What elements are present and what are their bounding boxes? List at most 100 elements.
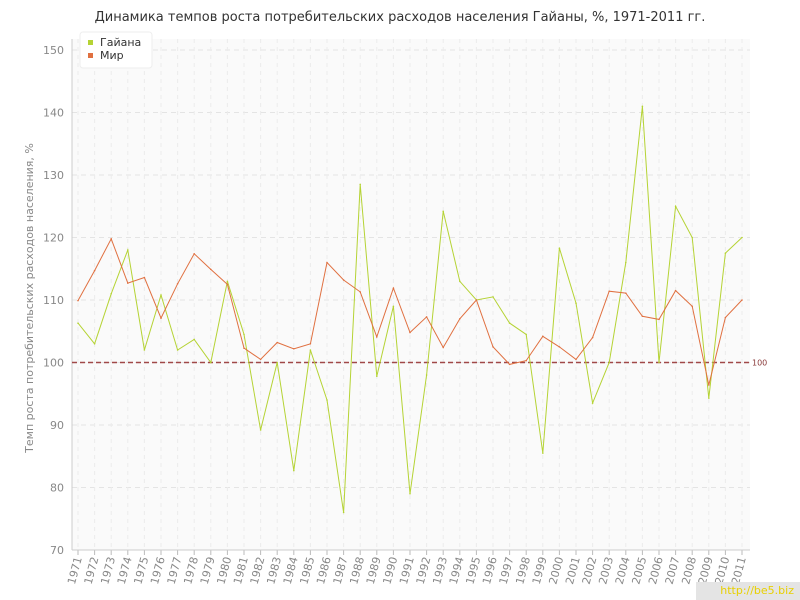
data-point — [525, 359, 527, 362]
data-point — [143, 276, 146, 279]
data-point — [409, 331, 411, 334]
data-point — [608, 290, 610, 293]
series-lines — [77, 105, 743, 514]
data-point — [575, 302, 577, 304]
data-point — [376, 375, 378, 378]
data-point — [708, 397, 710, 399]
data-point — [741, 299, 743, 301]
data-point — [77, 322, 79, 324]
data-point — [741, 236, 743, 239]
data-point — [658, 361, 660, 364]
data-point — [591, 336, 594, 339]
data-point — [127, 249, 129, 251]
data-point — [625, 292, 627, 294]
data-point — [492, 346, 494, 348]
data-point — [459, 317, 461, 320]
data-point — [625, 261, 627, 264]
chart-title: Динамика темпов роста потребительских ра… — [94, 10, 706, 25]
data-point — [525, 333, 527, 336]
data-point — [143, 349, 146, 351]
data-point — [376, 336, 378, 338]
data-point — [425, 316, 428, 318]
data-point — [674, 289, 677, 292]
watermark[interactable]: http://be5.biz — [696, 582, 800, 600]
data-point — [691, 305, 693, 308]
data-point — [342, 279, 345, 281]
data-point — [160, 317, 162, 319]
data-point — [342, 511, 345, 514]
data-point — [127, 282, 129, 284]
data-point — [591, 402, 594, 404]
y-tick-label: 150 — [43, 44, 64, 57]
data-point — [508, 322, 511, 324]
data-point — [309, 342, 312, 345]
data-point — [442, 346, 445, 349]
data-point — [459, 280, 461, 283]
series-2 — [77, 237, 743, 386]
y-tick-label: 100 — [43, 357, 64, 370]
data-point — [492, 296, 494, 298]
data-point — [724, 252, 727, 254]
data-point — [309, 349, 312, 351]
data-point — [392, 305, 395, 308]
legend-swatch — [88, 53, 93, 58]
data-point — [425, 374, 428, 376]
data-point — [724, 316, 727, 319]
series-1 — [77, 105, 743, 514]
data-point — [658, 318, 660, 321]
data-point — [110, 292, 112, 295]
data-point — [193, 252, 195, 255]
data-point — [93, 342, 96, 345]
y-tick-label: 80 — [50, 482, 64, 495]
legend-box — [79, 31, 153, 69]
data-point — [508, 363, 511, 366]
data-point — [608, 361, 610, 364]
data-point — [293, 469, 295, 472]
reference-line-label: 100 — [752, 359, 767, 368]
data-point — [326, 399, 328, 401]
data-point — [575, 358, 577, 361]
data-point — [558, 346, 561, 348]
data-point — [542, 452, 544, 454]
data-point — [359, 291, 362, 293]
legend-label: Гайана — [100, 36, 141, 49]
data-point — [708, 384, 710, 386]
plot-background — [72, 39, 750, 550]
y-tick-labels: 70 80 90 100 110 120 130 140 150 — [43, 44, 64, 557]
y-tick-label: 140 — [43, 107, 64, 120]
data-point — [641, 315, 644, 318]
data-point — [176, 282, 179, 285]
data-point — [326, 261, 328, 264]
data-point — [691, 236, 693, 239]
data-point — [674, 205, 677, 208]
data-point — [243, 333, 245, 336]
data-point — [259, 358, 262, 361]
reference-line: 100 — [72, 359, 767, 368]
data-point — [293, 347, 295, 350]
data-point — [475, 299, 478, 301]
data-point — [259, 429, 262, 431]
data-point — [210, 361, 212, 364]
legend-label: Мир — [100, 49, 124, 62]
data-point — [276, 361, 279, 364]
data-point — [226, 283, 229, 286]
data-point — [210, 268, 212, 271]
y-tick-label: 70 — [50, 544, 64, 557]
legend-swatch — [88, 40, 93, 45]
y-tick-label: 110 — [43, 294, 64, 307]
data-point — [392, 287, 395, 289]
data-point — [558, 247, 561, 249]
data-point — [176, 349, 179, 351]
data-point — [442, 210, 445, 213]
data-point — [641, 105, 644, 108]
data-point — [93, 269, 96, 272]
data-point — [542, 335, 544, 338]
data-point — [409, 492, 411, 495]
data-point — [359, 183, 362, 186]
x-tick-labels: 1971197219731974197519761977197819791980… — [65, 555, 749, 585]
data-point — [160, 294, 162, 296]
x-gridlines — [77, 39, 743, 555]
data-point — [276, 341, 279, 344]
